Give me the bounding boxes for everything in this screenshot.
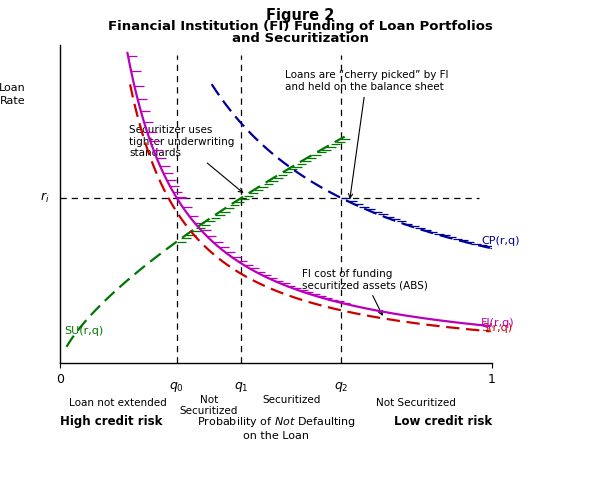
Text: Not
Securitized: Not Securitized: [180, 395, 238, 416]
Text: FI is willing to fund
loans on balance sheet: FI is willing to fund loans on balance s…: [0, 503, 1, 504]
Text: High credit risk: High credit risk: [60, 415, 163, 428]
Text: Probability of $\it{Not}$ Defaulting
on the Loan: Probability of $\it{Not}$ Defaulting on …: [197, 415, 355, 441]
Text: S(r,q): S(r,q): [481, 323, 512, 333]
Text: FI cost of funding
securitized assets (ABS): FI cost of funding securitized assets (A…: [302, 269, 428, 315]
Text: Low credit risk: Low credit risk: [394, 415, 492, 428]
Text: $q_1$: $q_1$: [234, 381, 249, 394]
Text: Securitizer uses
tighter underwriting
standards: Securitizer uses tighter underwriting st…: [129, 125, 242, 193]
Text: Securitized: Securitized: [262, 395, 320, 405]
Text: $q_0$: $q_0$: [169, 381, 184, 394]
Text: Loans are “cherry picked” by FI
and held on the balance sheet: Loans are “cherry picked” by FI and held…: [284, 70, 448, 198]
Text: Financial Institution (FI) Funding of Loan Portfolios: Financial Institution (FI) Funding of Lo…: [107, 20, 493, 33]
Text: $q_2$: $q_2$: [334, 381, 348, 394]
Text: Loan not extended: Loan not extended: [70, 398, 167, 408]
Text: and Securitization: and Securitization: [232, 32, 368, 45]
Text: Figure 2: Figure 2: [266, 8, 334, 23]
Text: Not Securitized: Not Securitized: [376, 398, 457, 408]
Text: $r_i$: $r_i$: [40, 191, 49, 205]
Text: FI(r,q): FI(r,q): [481, 318, 515, 328]
Text: CP(r,q): CP(r,q): [481, 236, 520, 246]
Text: Loan
Rate: Loan Rate: [0, 84, 26, 106]
Text: SU(r,q): SU(r,q): [64, 326, 104, 336]
